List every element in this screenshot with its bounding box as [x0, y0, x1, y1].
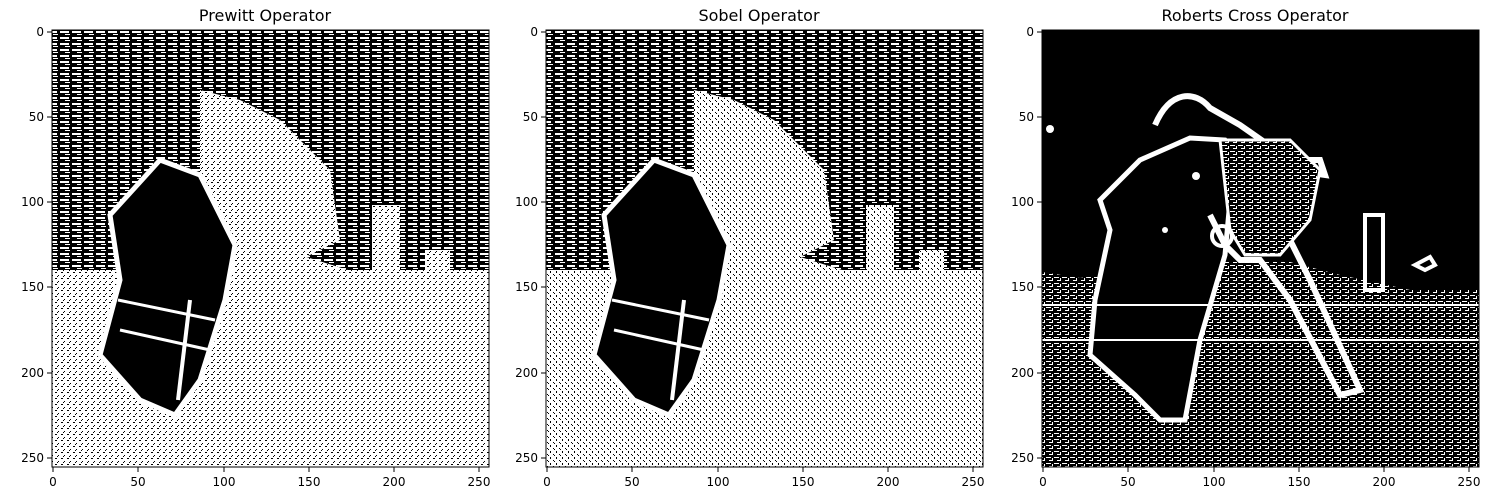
y-tick-label: 200 — [21, 366, 44, 380]
y-tick-label: 100 — [515, 195, 538, 209]
y-tick-label: 250 — [21, 451, 44, 465]
y-tick-label: 50 — [523, 110, 538, 124]
panel-prewitt: Prewitt Operator — [0, 0, 500, 500]
x-tick-label: 200 — [877, 475, 900, 489]
y-tick-label: 100 — [21, 195, 44, 209]
x-tick-label: 50 — [130, 475, 145, 489]
y-tick-label: 200 — [1011, 366, 1034, 380]
sobel-axes: 0 50 100 150 200 250 0 50 100 150 200 25… — [515, 25, 984, 489]
panel-roberts-cross: Roberts Cross Operator — [990, 0, 1495, 500]
x-tick-label: 100 — [213, 475, 236, 489]
y-tick-label: 0 — [36, 25, 44, 39]
y-tick-label: 0 — [530, 25, 538, 39]
x-tick-label: 150 — [298, 475, 321, 489]
x-tick-label: 0 — [1039, 475, 1047, 489]
x-tick-label: 0 — [543, 475, 551, 489]
y-tick-label: 150 — [515, 280, 538, 294]
panel-title: Roberts Cross Operator — [1161, 6, 1349, 25]
y-tick-label: 50 — [1019, 110, 1034, 124]
panel-sobel: Sobel Operator — [494, 0, 994, 500]
x-tick-label: 150 — [1288, 475, 1311, 489]
y-tick-label: 250 — [1011, 451, 1034, 465]
y-tick-label: 150 — [1011, 280, 1034, 294]
sobel-edge-image — [546, 30, 983, 467]
y-tick-label: 50 — [29, 110, 44, 124]
x-tick-label: 100 — [1203, 475, 1226, 489]
y-axis: 0 50 100 150 200 250 — [21, 25, 52, 465]
axes-frame — [51, 29, 490, 468]
x-tick-label: 0 — [49, 475, 57, 489]
axes-frame — [1041, 29, 1480, 468]
x-tick-label: 200 — [1373, 475, 1396, 489]
prewitt-axes: 0 50 100 150 200 250 0 50 100 150 200 25… — [21, 25, 490, 489]
x-tick-label: 50 — [624, 475, 639, 489]
roberts-cross-edge-image — [1042, 30, 1479, 467]
x-axis: 0 50 100 150 200 250 — [543, 467, 984, 489]
axes-frame — [545, 29, 984, 468]
y-tick-label: 150 — [21, 280, 44, 294]
roberts-axes: 0 50 100 150 200 250 0 50 100 150 200 25… — [1011, 25, 1480, 489]
y-tick-label: 250 — [515, 451, 538, 465]
x-axis: 0 50 100 150 200 250 — [49, 467, 490, 489]
x-tick-label: 50 — [1120, 475, 1135, 489]
x-tick-label: 250 — [1458, 475, 1481, 489]
y-tick-label: 100 — [1011, 195, 1034, 209]
x-tick-label: 100 — [707, 475, 730, 489]
prewitt-edge-image — [52, 30, 489, 467]
y-tick-label: 0 — [1026, 25, 1034, 39]
x-tick-label: 250 — [962, 475, 985, 489]
y-axis: 0 50 100 150 200 250 — [515, 25, 546, 465]
panel-title: Sobel Operator — [698, 6, 820, 25]
x-axis: 0 50 100 150 200 250 — [1039, 467, 1480, 489]
x-tick-label: 150 — [792, 475, 815, 489]
panel-title: Prewitt Operator — [198, 6, 332, 25]
y-axis: 0 50 100 150 200 250 — [1011, 25, 1042, 465]
x-tick-label: 250 — [468, 475, 491, 489]
y-tick-label: 200 — [515, 366, 538, 380]
x-tick-label: 200 — [383, 475, 406, 489]
